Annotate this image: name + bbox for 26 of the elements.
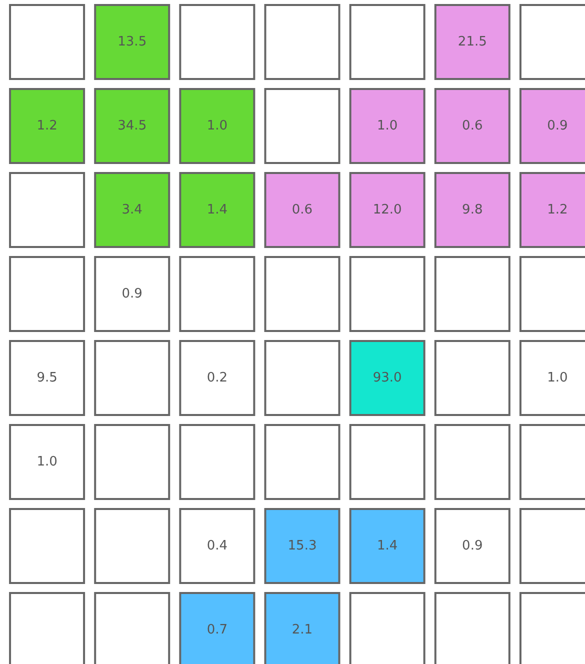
data-label: 0.9 (462, 538, 483, 554)
data-label: 3.4 (122, 202, 142, 218)
data-label: 0.2 (206, 370, 228, 386)
data-label: 0.7 (206, 622, 228, 638)
data-label: 9.5 (36, 370, 58, 386)
data-label: 34.5 (118, 118, 147, 134)
data-label: 1.0 (376, 118, 398, 134)
data-label: 0.6 (292, 202, 313, 218)
data-label: 0.4 (206, 538, 228, 554)
data-label: 15.3 (288, 538, 317, 554)
data-label: 1.0 (206, 118, 228, 134)
data-label: 1.4 (206, 202, 228, 218)
data-label: 1.2 (36, 118, 58, 134)
data-label: 1.0 (547, 370, 568, 386)
data-label: 0.6 (462, 118, 483, 134)
data-label: 21.5 (458, 34, 487, 50)
data-label: 0.9 (122, 286, 142, 302)
data-label: 1.2 (547, 202, 568, 218)
data-label: 12.0 (372, 202, 402, 218)
data-label: 0.9 (547, 118, 568, 134)
data-label: 9.8 (462, 202, 483, 218)
data-label: 2.1 (292, 622, 313, 638)
data-label: 1.0 (36, 454, 58, 470)
data-label: 93.0 (372, 370, 402, 386)
data-label: 13.5 (118, 34, 147, 50)
data-label: 1.4 (376, 538, 398, 554)
